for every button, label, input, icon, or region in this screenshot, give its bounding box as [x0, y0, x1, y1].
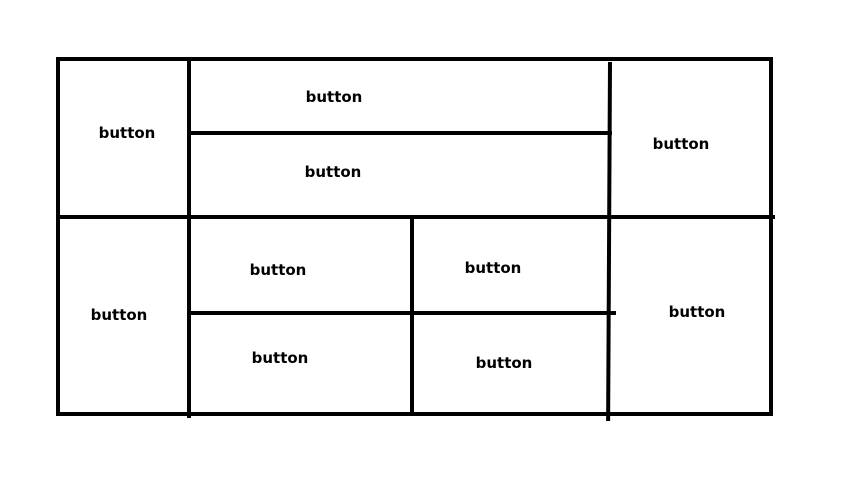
button-top-middle-upper[interactable]: button	[305, 88, 363, 106]
button-bottom-center-right-lower[interactable]: button	[475, 354, 533, 372]
outer-border-left	[56, 57, 60, 416]
button-top-left[interactable]: button	[98, 124, 156, 142]
divider-vertical-middle	[410, 215, 414, 415]
divider-vertical-left	[187, 57, 191, 418]
outer-border-top	[56, 57, 773, 61]
button-bottom-center-right-upper[interactable]: button	[464, 259, 522, 277]
button-top-middle-lower[interactable]: button	[304, 163, 362, 181]
divider-horizontal-center	[56, 215, 775, 219]
divider-horizontal-bottom-middle	[187, 311, 616, 315]
button-bottom-right[interactable]: button	[668, 303, 726, 321]
divider-horizontal-top-middle	[187, 131, 612, 135]
button-bottom-left[interactable]: button	[90, 306, 148, 324]
button-bottom-center-left-lower[interactable]: button	[251, 349, 309, 367]
divider-vertical-right	[606, 62, 612, 422]
outer-border-bottom	[56, 412, 773, 416]
button-bottom-center-left-upper[interactable]: button	[249, 261, 307, 279]
outer-border-right	[769, 57, 773, 416]
button-top-right[interactable]: button	[652, 135, 710, 153]
